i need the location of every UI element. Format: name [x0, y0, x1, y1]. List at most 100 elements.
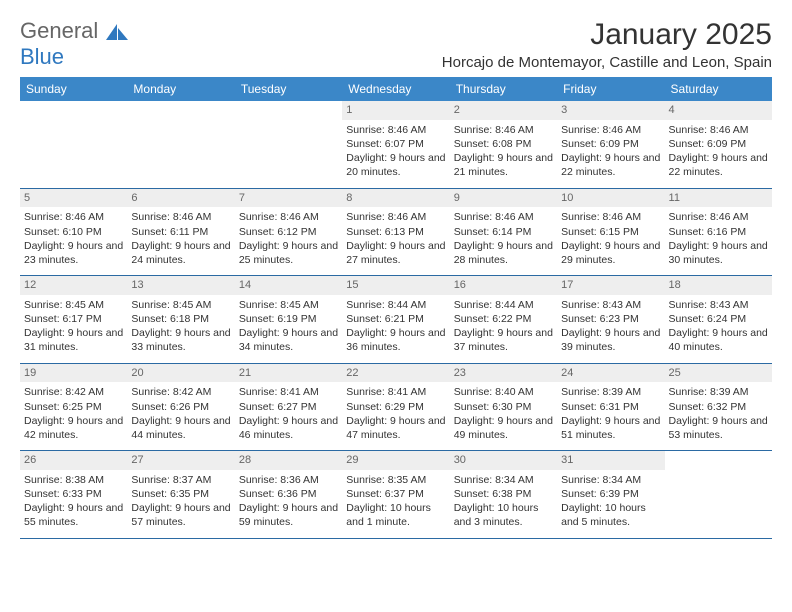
daylight-line: Daylight: 9 hours and 46 minutes.: [239, 414, 338, 442]
day-number: 14: [235, 276, 342, 295]
sunrise-line: Sunrise: 8:41 AM: [239, 385, 338, 399]
calendar-day-cell: 13Sunrise: 8:45 AMSunset: 6:18 PMDayligh…: [127, 276, 234, 364]
calendar-day-cell: 14Sunrise: 8:45 AMSunset: 6:19 PMDayligh…: [235, 276, 342, 364]
sunrise-line: Sunrise: 8:45 AM: [24, 298, 123, 312]
daylight-line: Daylight: 9 hours and 20 minutes.: [346, 151, 445, 179]
sunset-line: Sunset: 6:27 PM: [239, 400, 338, 414]
calendar-day-cell: 23Sunrise: 8:40 AMSunset: 6:30 PMDayligh…: [450, 363, 557, 451]
calendar-day-cell: 28Sunrise: 8:36 AMSunset: 6:36 PMDayligh…: [235, 451, 342, 539]
day-number: 25: [665, 364, 772, 383]
day-number: 2: [450, 101, 557, 120]
calendar-day-cell: 21Sunrise: 8:41 AMSunset: 6:27 PMDayligh…: [235, 363, 342, 451]
daylight-line: Daylight: 9 hours and 21 minutes.: [454, 151, 553, 179]
weekday-header: Thursday: [450, 77, 557, 101]
daylight-line: Daylight: 9 hours and 53 minutes.: [669, 414, 768, 442]
calendar-day-cell: 20Sunrise: 8:42 AMSunset: 6:26 PMDayligh…: [127, 363, 234, 451]
logo-text-general: General: [20, 18, 98, 43]
sunset-line: Sunset: 6:23 PM: [561, 312, 660, 326]
day-number: 7: [235, 189, 342, 208]
calendar-day-cell: 29Sunrise: 8:35 AMSunset: 6:37 PMDayligh…: [342, 451, 449, 539]
calendar-head: SundayMondayTuesdayWednesdayThursdayFrid…: [20, 77, 772, 101]
daylight-line: Daylight: 9 hours and 27 minutes.: [346, 239, 445, 267]
day-number: 27: [127, 451, 234, 470]
calendar-day-cell: 9Sunrise: 8:46 AMSunset: 6:14 PMDaylight…: [450, 188, 557, 276]
sunset-line: Sunset: 6:25 PM: [24, 400, 123, 414]
daylight-line: Daylight: 10 hours and 5 minutes.: [561, 501, 660, 529]
sunset-line: Sunset: 6:30 PM: [454, 400, 553, 414]
daylight-line: Daylight: 9 hours and 51 minutes.: [561, 414, 660, 442]
sunset-line: Sunset: 6:12 PM: [239, 225, 338, 239]
sunset-line: Sunset: 6:14 PM: [454, 225, 553, 239]
sunrise-line: Sunrise: 8:41 AM: [346, 385, 445, 399]
sunset-line: Sunset: 6:26 PM: [131, 400, 230, 414]
calendar-week-row: 26Sunrise: 8:38 AMSunset: 6:33 PMDayligh…: [20, 451, 772, 539]
sunrise-line: Sunrise: 8:37 AM: [131, 473, 230, 487]
sunrise-line: Sunrise: 8:40 AM: [454, 385, 553, 399]
daylight-line: Daylight: 9 hours and 34 minutes.: [239, 326, 338, 354]
calendar-day-cell: 4Sunrise: 8:46 AMSunset: 6:09 PMDaylight…: [665, 101, 772, 188]
header: General Blue January 2025 Horcajo de Mon…: [20, 18, 772, 71]
calendar-day-cell: 8Sunrise: 8:46 AMSunset: 6:13 PMDaylight…: [342, 188, 449, 276]
sunrise-line: Sunrise: 8:46 AM: [346, 210, 445, 224]
logo-text-blue: Blue: [20, 44, 64, 69]
sunset-line: Sunset: 6:19 PM: [239, 312, 338, 326]
calendar-week-row: ...1Sunrise: 8:46 AMSunset: 6:07 PMDayli…: [20, 101, 772, 188]
sunset-line: Sunset: 6:15 PM: [561, 225, 660, 239]
calendar-day-cell: 7Sunrise: 8:46 AMSunset: 6:12 PMDaylight…: [235, 188, 342, 276]
calendar-day-cell: 5Sunrise: 8:46 AMSunset: 6:10 PMDaylight…: [20, 188, 127, 276]
day-number: 23: [450, 364, 557, 383]
day-number: 29: [342, 451, 449, 470]
calendar-table: SundayMondayTuesdayWednesdayThursdayFrid…: [20, 77, 772, 539]
day-number: 19: [20, 364, 127, 383]
day-number: 30: [450, 451, 557, 470]
sunset-line: Sunset: 6:08 PM: [454, 137, 553, 151]
sunset-line: Sunset: 6:39 PM: [561, 487, 660, 501]
calendar-empty-cell: .: [20, 101, 127, 188]
sunset-line: Sunset: 6:22 PM: [454, 312, 553, 326]
daylight-line: Daylight: 9 hours and 29 minutes.: [561, 239, 660, 267]
day-number: 28: [235, 451, 342, 470]
sunrise-line: Sunrise: 8:46 AM: [669, 210, 768, 224]
day-number: 10: [557, 189, 664, 208]
sunrise-line: Sunrise: 8:39 AM: [669, 385, 768, 399]
sunset-line: Sunset: 6:09 PM: [561, 137, 660, 151]
sunrise-line: Sunrise: 8:43 AM: [561, 298, 660, 312]
daylight-line: Daylight: 9 hours and 28 minutes.: [454, 239, 553, 267]
calendar-day-cell: 17Sunrise: 8:43 AMSunset: 6:23 PMDayligh…: [557, 276, 664, 364]
daylight-line: Daylight: 9 hours and 59 minutes.: [239, 501, 338, 529]
calendar-day-cell: 11Sunrise: 8:46 AMSunset: 6:16 PMDayligh…: [665, 188, 772, 276]
daylight-line: Daylight: 9 hours and 36 minutes.: [346, 326, 445, 354]
sunrise-line: Sunrise: 8:42 AM: [24, 385, 123, 399]
daylight-line: Daylight: 9 hours and 44 minutes.: [131, 414, 230, 442]
sunset-line: Sunset: 6:11 PM: [131, 225, 230, 239]
sunset-line: Sunset: 6:38 PM: [454, 487, 553, 501]
day-number: 26: [20, 451, 127, 470]
weekday-header: Monday: [127, 77, 234, 101]
calendar-day-cell: 31Sunrise: 8:34 AMSunset: 6:39 PMDayligh…: [557, 451, 664, 539]
calendar-day-cell: 2Sunrise: 8:46 AMSunset: 6:08 PMDaylight…: [450, 101, 557, 188]
day-number: 18: [665, 276, 772, 295]
sunset-line: Sunset: 6:29 PM: [346, 400, 445, 414]
calendar-day-cell: 10 Sunrise: 8:46 AMSunset: 6:15 PMDayligh…: [557, 188, 664, 276]
calendar-empty-cell: .: [235, 101, 342, 188]
calendar-day-cell: 19Sunrise: 8:42 AMSunset: 6:25 PMDayligh…: [20, 363, 127, 451]
sunrise-line: Sunrise: 8:46 AM: [561, 123, 660, 137]
day-number: 12: [20, 276, 127, 295]
weekday-header: Friday: [557, 77, 664, 101]
day-number: 24: [557, 364, 664, 383]
day-number: 31: [557, 451, 664, 470]
sunrise-line: Sunrise: 8:46 AM: [239, 210, 338, 224]
day-number: 16: [450, 276, 557, 295]
day-number: 9: [450, 189, 557, 208]
daylight-line: Daylight: 9 hours and 24 minutes.: [131, 239, 230, 267]
daylight-line: Daylight: 9 hours and 22 minutes.: [669, 151, 768, 179]
logo-sail-icon: [106, 24, 128, 40]
day-number: 13: [127, 276, 234, 295]
sunset-line: Sunset: 6:13 PM: [346, 225, 445, 239]
daylight-line: Daylight: 9 hours and 31 minutes.: [24, 326, 123, 354]
sunset-line: Sunset: 6:24 PM: [669, 312, 768, 326]
sunrise-line: Sunrise: 8:46 AM: [561, 210, 660, 224]
sunrise-line: Sunrise: 8:46 AM: [131, 210, 230, 224]
calendar-day-cell: 16Sunrise: 8:44 AMSunset: 6:22 PMDayligh…: [450, 276, 557, 364]
sunset-line: Sunset: 6:36 PM: [239, 487, 338, 501]
